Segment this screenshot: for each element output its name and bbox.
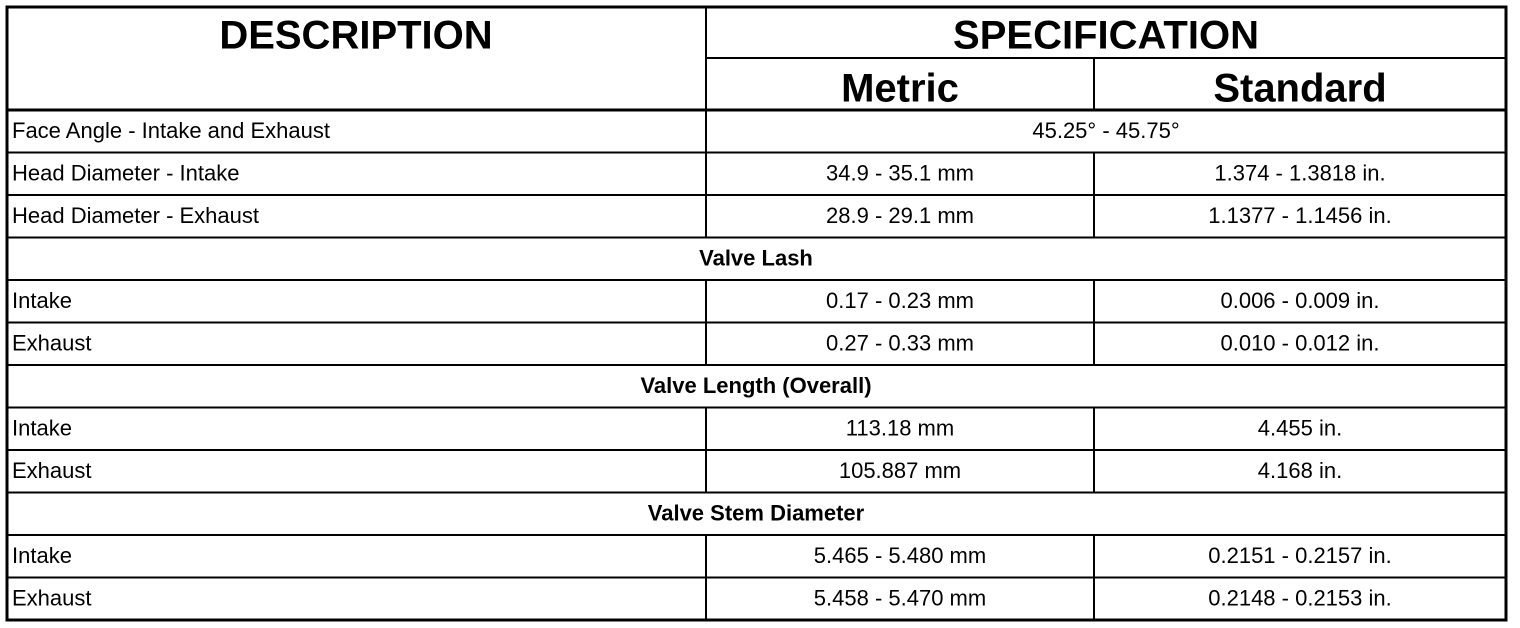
row-label: Intake — [12, 416, 72, 441]
metric-value: 105.887 mm — [839, 458, 961, 483]
metric-value: 34.9 - 35.1 mm — [826, 161, 974, 186]
row-label: Head Diameter - Exhaust — [12, 203, 259, 228]
row-label: Exhaust — [12, 586, 92, 611]
metric-value: 5.458 - 5.470 mm — [814, 586, 986, 611]
metric-value: 113.18 mm — [846, 416, 954, 441]
standard-value: 1.374 - 1.3818 in. — [1214, 161, 1385, 186]
row-value: 45.25° - 45.75° — [1032, 118, 1179, 143]
metric-value: 0.17 - 0.23 mm — [826, 288, 974, 313]
section-title: Valve Lash — [699, 246, 813, 271]
standard-value: 0.010 - 0.012 in. — [1220, 331, 1379, 356]
section-title: Valve Stem Diameter — [648, 501, 865, 526]
header-specification: SPECIFICATION — [953, 14, 1259, 58]
standard-value: 4.168 in. — [1258, 458, 1342, 483]
standard-value: 0.2151 - 0.2157 in. — [1208, 543, 1391, 568]
row-label: Face Angle - Intake and Exhaust — [12, 118, 330, 143]
row-label: Exhaust — [12, 331, 92, 356]
metric-value: 28.9 - 29.1 mm — [826, 203, 974, 228]
header-metric: Metric — [841, 67, 959, 111]
table-border — [5, 5, 1508, 622]
header-standard: Standard — [1213, 67, 1386, 111]
header-description: DESCRIPTION — [219, 14, 492, 58]
row-label: Exhaust — [12, 458, 92, 483]
standard-value: 0.006 - 0.009 in. — [1220, 288, 1379, 313]
row-label: Intake — [12, 288, 72, 313]
standard-value: 0.2148 - 0.2153 in. — [1208, 586, 1391, 611]
row-label: Head Diameter - Intake — [12, 161, 239, 186]
row-label: Intake — [12, 543, 72, 568]
metric-value: 5.465 - 5.480 mm — [814, 543, 986, 568]
metric-value: 0.27 - 0.33 mm — [826, 331, 974, 356]
standard-value: 4.455 in. — [1258, 416, 1342, 441]
standard-value: 1.1377 - 1.1456 in. — [1208, 203, 1391, 228]
section-title: Valve Length (Overall) — [640, 373, 871, 398]
